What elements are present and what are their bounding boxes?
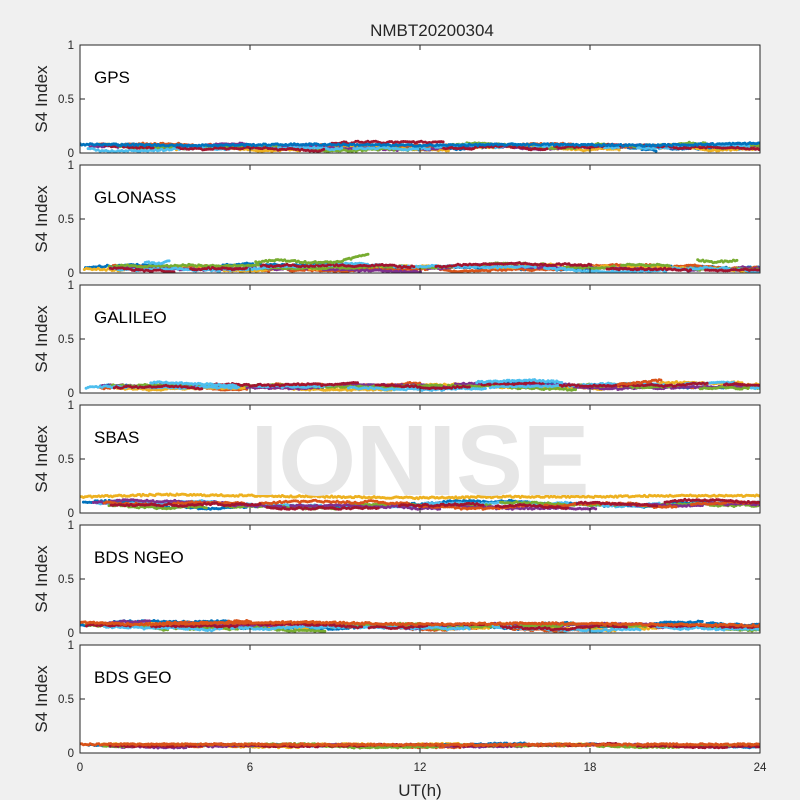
panel-label: GLONASS: [94, 188, 176, 207]
y-tick-label: 0: [68, 388, 74, 400]
y-tick-label: 0.5: [58, 214, 74, 226]
panel-sbas: 0 0.5 1 SBAS S4 Index: [32, 400, 761, 520]
panel-label: SBAS: [94, 428, 139, 447]
highlight-series-0: [254, 252, 370, 265]
scatter-series-5: [109, 497, 760, 511]
data-marks: [82, 252, 760, 273]
y-tick-label: 0.5: [58, 94, 74, 106]
panel-label: BDS NGEO: [94, 548, 184, 567]
figure-title: NMBT20200304: [370, 21, 494, 40]
y-axis-label: S4 Index: [32, 425, 51, 493]
x-tick-label: 0: [77, 762, 83, 774]
panels-container: 0 0.5 1 GPS S4 Index 0 0.5 1 GLONASS S4 Index 0 0.5…: [32, 40, 767, 774]
panel-glonass: 0 0.5 1 GLONASS S4 Index: [32, 160, 761, 280]
axes-background: [80, 525, 760, 633]
y-tick-label: 1: [68, 400, 74, 412]
panel-bds-ngeo: 0 0.5 1 BDS NGEO S4 Index: [32, 520, 761, 640]
axes-background: [80, 285, 760, 393]
y-tick-label: 1: [68, 520, 74, 532]
highlight-series-1: [143, 259, 171, 266]
data-marks: [80, 139, 760, 153]
panel-label: GPS: [94, 68, 130, 87]
y-axis-label: S4 Index: [32, 305, 51, 373]
y-tick-label: 0: [68, 508, 74, 520]
scatter-series-6: [108, 261, 760, 273]
y-tick-label: 0: [68, 148, 74, 160]
panel-bds-geo: 0 0.5 1 0 6 12 18 24 BDS GEO S4 Index: [32, 640, 767, 774]
y-axis-label: S4 Index: [32, 185, 51, 253]
y-tick-label: 0: [68, 748, 74, 760]
axes-background: [80, 645, 760, 753]
data-marks: [80, 619, 760, 633]
panel-label: BDS GEO: [94, 668, 171, 687]
y-tick-label: 1: [68, 640, 74, 652]
highlight-series-2: [696, 258, 739, 265]
data-marks: [80, 492, 760, 511]
y-tick-label: 1: [68, 280, 74, 292]
highlight-series-0: [149, 380, 238, 388]
panel-galileo: 0 0.5 1 GALILEO S4 Index: [32, 280, 761, 400]
y-axis-label: S4 Index: [32, 545, 51, 613]
x-tick-label: 24: [754, 762, 767, 774]
data-marks: [80, 741, 760, 750]
watermark: IONISE: [251, 405, 590, 517]
x-tick-label: 18: [584, 762, 597, 774]
panel-label: GALILEO: [94, 308, 167, 327]
x-axis-label: UT(h): [398, 781, 441, 800]
y-tick-label: 1: [68, 160, 74, 172]
y-tick-label: 0.5: [58, 574, 74, 586]
highlight-series-1: [475, 378, 564, 385]
y-tick-label: 1: [68, 40, 74, 52]
data-marks: [84, 378, 760, 392]
highlight-series-0: [80, 742, 760, 748]
x-tick-label: 6: [247, 762, 253, 774]
x-tick-label: 12: [414, 762, 427, 774]
y-axis-label: S4 Index: [32, 665, 51, 733]
y-tick-label: 0.5: [58, 334, 74, 346]
panel-gps: 0 0.5 1 GPS S4 Index: [32, 40, 761, 160]
y-tick-label: 0.5: [58, 694, 74, 706]
axes-background: [80, 45, 760, 153]
y-tick-label: 0: [68, 628, 74, 640]
y-tick-label: 0.5: [58, 454, 74, 466]
y-tick-label: 0: [68, 268, 74, 280]
y-axis-label: S4 Index: [32, 65, 51, 133]
axes-background: [80, 165, 760, 273]
highlight-series-2: [616, 378, 663, 387]
